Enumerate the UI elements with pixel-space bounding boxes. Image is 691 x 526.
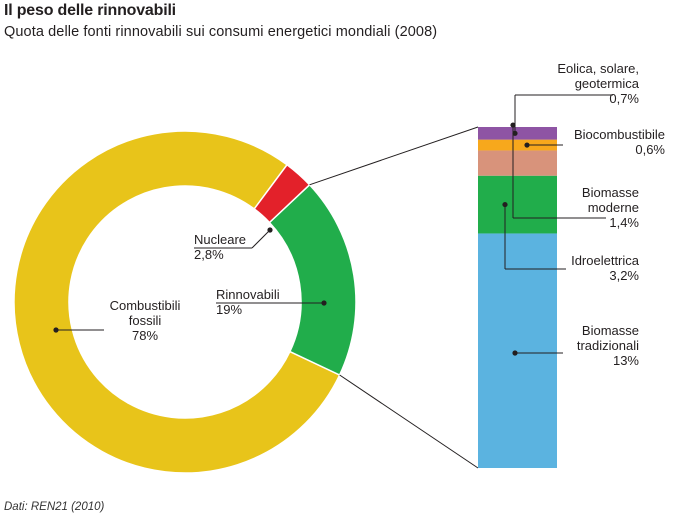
leader-dot-biomasse-moderne	[510, 122, 516, 128]
donut-slice-rinnovabili	[268, 183, 357, 376]
label-rinnovabili-line: 19%	[216, 302, 242, 317]
label-fossili-line: fossili	[129, 313, 162, 328]
label-biomasse-tradizionali-line: tradizionali	[577, 338, 639, 353]
donut-to-bar-connectors	[309, 126, 479, 469]
donut-chart	[13, 130, 357, 474]
label-biomasse-tradizionali-line: 13%	[613, 353, 639, 368]
leader-dot-idroelettrica	[502, 201, 508, 208]
leader-dot-nucleare	[267, 227, 273, 233]
label-eolica-line: Eolica, solare,	[557, 61, 639, 76]
label-nucleare-line: Nucleare	[194, 232, 246, 247]
source-note: Dati: REN21 (2010)	[4, 501, 105, 513]
donut-slice-nucleare	[253, 163, 311, 224]
bar-segment-biomasse_moderne	[478, 150, 557, 176]
chart-subtitle: Quota delle fonti rinnovabili sui consum…	[4, 24, 438, 40]
donut-slice-fossili	[13, 130, 341, 474]
label-idroelettrica-line: 3,2%	[609, 268, 639, 283]
bar-segment-biocombustibile	[478, 139, 557, 151]
connector-top	[309, 126, 479, 186]
bar-segment-idroelettrica	[478, 175, 557, 234]
label-biocombustibile-line: 0,6%	[635, 142, 665, 157]
leader-dot-rinnovabili	[321, 300, 327, 306]
leader-dot-biocombustibile	[524, 142, 530, 148]
leader-dot-biomasse-tradizionali	[512, 350, 518, 356]
label-fossili-line: Combustibili	[110, 298, 181, 313]
label-biomasse-tradizionali-line: Biomasse	[582, 323, 639, 338]
chart-title: Il peso delle rinnovabili	[4, 2, 176, 19]
connector-bottom	[339, 374, 479, 469]
bar-segment-biomasse_tradizionali	[478, 233, 557, 468]
label-eolica-line: 0,7%	[609, 91, 639, 106]
label-biomasse-moderne-line: Biomasse	[582, 185, 639, 200]
leader-nucleare	[251, 229, 271, 249]
label-rinnovabili-line: Rinnovabili	[216, 287, 280, 302]
label-biomasse-moderne-line: moderne	[588, 200, 639, 215]
label-biomasse-moderne-line: 1,4%	[609, 215, 639, 230]
label-fossili-line: 78%	[132, 328, 158, 343]
leader-lines	[53, 94, 613, 356]
label-biocombustibile-line: Biocombustibile	[574, 127, 665, 142]
label-nucleare-line: 2,8%	[194, 247, 224, 262]
label-eolica-line: geotermica	[575, 76, 640, 91]
leader-dot-eolica	[512, 130, 518, 136]
label-idroelettrica-line: Idroelettrica	[571, 253, 640, 268]
stacked-bar	[478, 127, 557, 468]
